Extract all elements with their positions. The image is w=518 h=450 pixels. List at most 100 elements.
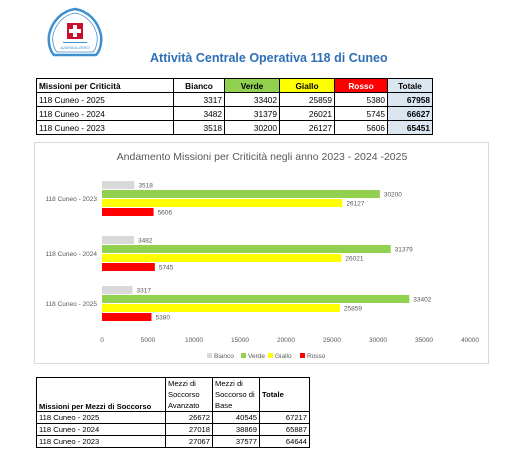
row-label: 118 Cuneo - 2023 — [36, 435, 166, 448]
row-label: 118 Cuneo - 2025 — [36, 411, 166, 424]
cell-rosso: 5606 — [334, 120, 388, 135]
cell-bianco: 3317 — [173, 92, 225, 107]
cell-verde: 33402 — [224, 92, 280, 107]
cell-verde: 31379 — [224, 106, 280, 121]
cell-bianco: 3518 — [173, 120, 225, 135]
x-tick-label: 35000 — [415, 337, 433, 344]
cell-msb: 37577 — [212, 435, 260, 448]
table-row: 118 Cuneo - 2025 3317 33402 25859 5380 6… — [36, 92, 433, 107]
cell-rosso: 5745 — [334, 106, 388, 121]
table-row: 118 Cuneo - 2025 26672 40545 67217 — [36, 411, 310, 424]
bar-rosso — [102, 263, 155, 271]
cell-giallo: 26127 — [279, 120, 335, 135]
criticita-table: Missioni per Criticità Bianco Verde Gial… — [36, 78, 433, 135]
data-label: 5606 — [158, 210, 173, 217]
cell-totale: 64644 — [259, 435, 310, 448]
cell-totale: 67217 — [259, 411, 310, 424]
category-label: 118 Cuneo - 2025 — [45, 301, 97, 308]
x-tick-label: 25000 — [323, 337, 341, 344]
data-label: 3518 — [138, 183, 153, 190]
header-missioni-mezzi: Missioni per Mezzi di Soccorso — [36, 377, 166, 412]
legend-swatch-verde — [241, 353, 246, 358]
bar-giallo — [102, 199, 343, 207]
category-label: 118 Cuneo - 2024 — [45, 251, 97, 258]
row-label: 118 Cuneo - 2025 — [36, 92, 174, 107]
row-label: 118 Cuneo - 2024 — [36, 106, 174, 121]
cell-msb: 40545 — [212, 411, 260, 424]
legend-label: Giallo — [275, 353, 292, 360]
x-tick-label: 30000 — [369, 337, 387, 344]
legend-swatch-giallo — [268, 353, 273, 358]
logo-text: AZIENDA ZERO — [60, 45, 90, 50]
data-label: 26127 — [346, 201, 364, 208]
cell-verde: 30200 — [224, 120, 280, 135]
data-label: 5745 — [159, 265, 174, 272]
x-tick-label: 40000 — [461, 337, 479, 344]
legend-swatch-bianco — [207, 353, 212, 358]
cell-rosso: 5380 — [334, 92, 388, 107]
header-giallo: Giallo — [279, 78, 335, 93]
cell-totale: 66627 — [387, 106, 433, 121]
mezzi-table: Missioni per Mezzi di Soccorso Mezzi di … — [36, 377, 310, 448]
x-tick-label: 10000 — [185, 337, 203, 344]
legend-label: Rosso — [307, 353, 326, 360]
bar-bianco — [102, 236, 135, 244]
data-label: 25859 — [344, 306, 362, 313]
legend-label: Bianco — [214, 353, 234, 360]
header-msa: Mezzi di Soccorso Avanzato — [165, 377, 213, 412]
bar-giallo — [102, 254, 342, 262]
header-verde: Verde — [224, 78, 280, 93]
x-tick-label: 15000 — [231, 337, 249, 344]
table-row: 118 Cuneo - 2024 3482 31379 26021 5745 6… — [36, 106, 433, 121]
cell-totale: 67958 — [387, 92, 433, 107]
bar-bianco — [102, 286, 133, 294]
table-row: 118 Cuneo - 2023 27067 37577 64644 — [36, 435, 310, 448]
bar-verde — [102, 245, 391, 253]
page-title: Attività Centrale Operativa 118 di Cuneo — [150, 51, 388, 65]
data-label: 5380 — [155, 315, 170, 322]
header-rosso: Rosso — [334, 78, 388, 93]
cell-totale: 65451 — [387, 120, 433, 135]
bar-rosso — [102, 208, 154, 216]
row-label: 118 Cuneo - 2024 — [36, 423, 166, 436]
bar-bianco — [102, 181, 135, 189]
data-label: 30200 — [384, 192, 402, 199]
cell-msa: 27018 — [165, 423, 213, 436]
data-label: 33402 — [413, 297, 431, 304]
table-header-row: Missioni per Mezzi di Soccorso Mezzi di … — [36, 377, 310, 412]
x-tick-label: 0 — [100, 337, 104, 344]
category-label: 118 Cuneo - 2023 — [45, 196, 97, 203]
cell-msa: 26672 — [165, 411, 213, 424]
cell-totale: 65887 — [259, 423, 310, 436]
bar-rosso — [102, 313, 152, 321]
cell-msb: 38869 — [212, 423, 260, 436]
cell-msa: 27067 — [165, 435, 213, 448]
row-label: 118 Cuneo - 2023 — [36, 120, 174, 135]
bar-verde — [102, 295, 410, 303]
header-msb: Mezzi di Soccorso di Base — [212, 377, 260, 412]
criticita-bar-chart: Andamento Missioni per Criticità negli a… — [34, 142, 489, 364]
data-label: 31379 — [395, 247, 413, 254]
legend-swatch-rosso — [300, 353, 305, 358]
header-totale: Totale — [259, 377, 310, 412]
data-label: 26021 — [345, 256, 363, 263]
x-tick-label: 5000 — [141, 337, 156, 344]
data-label: 3482 — [138, 238, 153, 245]
header-missioni-criticita: Missioni per Criticità — [36, 78, 174, 93]
cell-bianco: 3482 — [173, 106, 225, 121]
cell-giallo: 26021 — [279, 106, 335, 121]
legend-label: Verde — [248, 353, 265, 360]
chart-title: Andamento Missioni per Criticità negli a… — [117, 151, 408, 163]
bar-verde — [102, 190, 380, 198]
table-row: 118 Cuneo - 2024 27018 38869 65887 — [36, 423, 310, 436]
bar-giallo — [102, 304, 340, 312]
cell-giallo: 25859 — [279, 92, 335, 107]
table-row: 118 Cuneo - 2023 3518 30200 26127 5606 6… — [36, 120, 433, 135]
x-tick-label: 20000 — [277, 337, 295, 344]
table-header-row: Missioni per Criticità Bianco Verde Gial… — [36, 78, 433, 93]
azienda-zero-logo: AZIENDA ZERO — [44, 7, 106, 59]
chart-svg: Andamento Missioni per Criticità negli a… — [45, 151, 479, 360]
data-label: 3317 — [137, 288, 152, 295]
header-totale: Totale — [387, 78, 433, 93]
header-bianco: Bianco — [173, 78, 225, 93]
